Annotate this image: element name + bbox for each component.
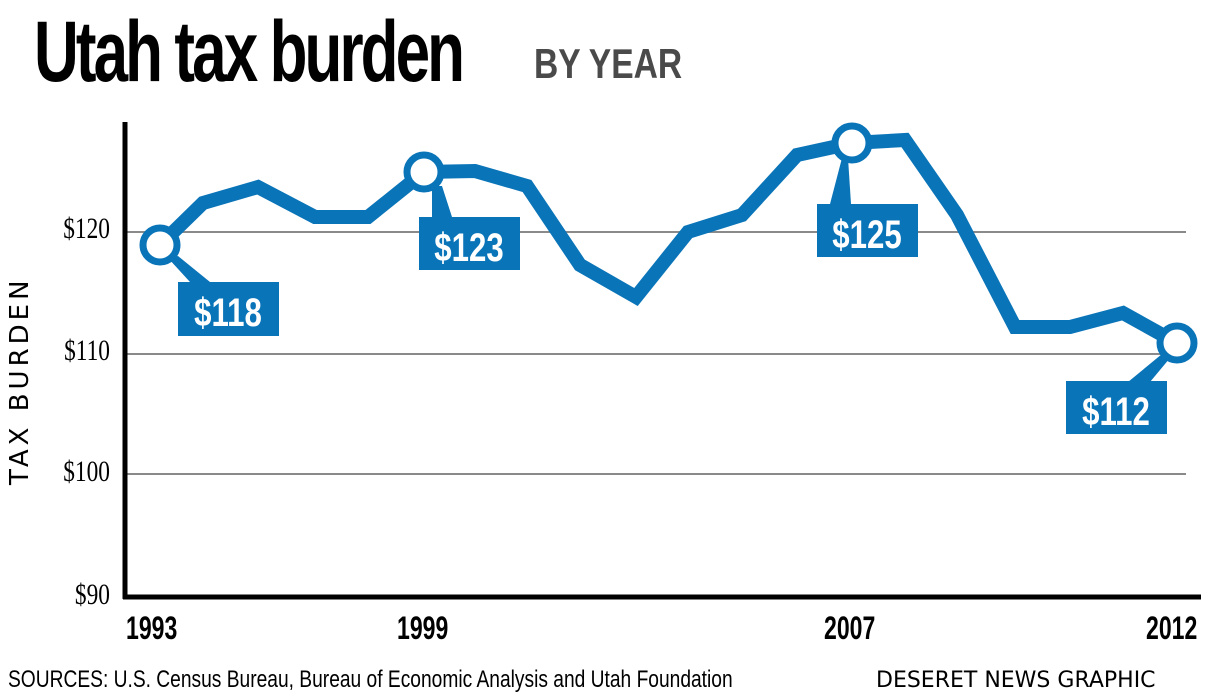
x-tick-2012: 2012 <box>1146 610 1198 646</box>
marker-1993 <box>139 224 181 266</box>
gridlines <box>126 231 1186 475</box>
callout-label-1999: $123 <box>434 225 503 270</box>
y-tick-90: $90 <box>74 578 110 611</box>
x-tick-2007: 2007 <box>824 610 876 646</box>
chart-subtitle: BY YEAR <box>534 40 683 87</box>
marker-1999 <box>403 151 445 193</box>
y-tick-110: $110 <box>64 334 110 367</box>
data-line <box>155 132 1181 350</box>
y-tick-100: $100 <box>63 455 110 488</box>
graphic-credit: DESERET NEWS GRAPHIC <box>876 668 1156 693</box>
chart-title: Utah tax burden <box>34 4 465 100</box>
sources-note: SOURCES: U.S. Census Bureau, Bureau of E… <box>8 666 733 693</box>
callout-2012: $112 <box>1066 322 1198 434</box>
x-tick-1999: 1999 <box>397 610 449 646</box>
callout-2007: $125 <box>817 122 918 257</box>
callout-1999: $123 <box>403 151 520 270</box>
y-tick-120: $120 <box>63 212 110 245</box>
callout-label-2012: $112 <box>1082 389 1150 434</box>
marker-2012 <box>1156 322 1198 364</box>
callout-label-1993: $118 <box>194 290 262 335</box>
callout-1993: $118 <box>139 224 279 336</box>
callout-label-2007: $125 <box>832 212 901 257</box>
x-tick-1993: 1993 <box>126 610 178 646</box>
marker-2007 <box>831 122 873 164</box>
